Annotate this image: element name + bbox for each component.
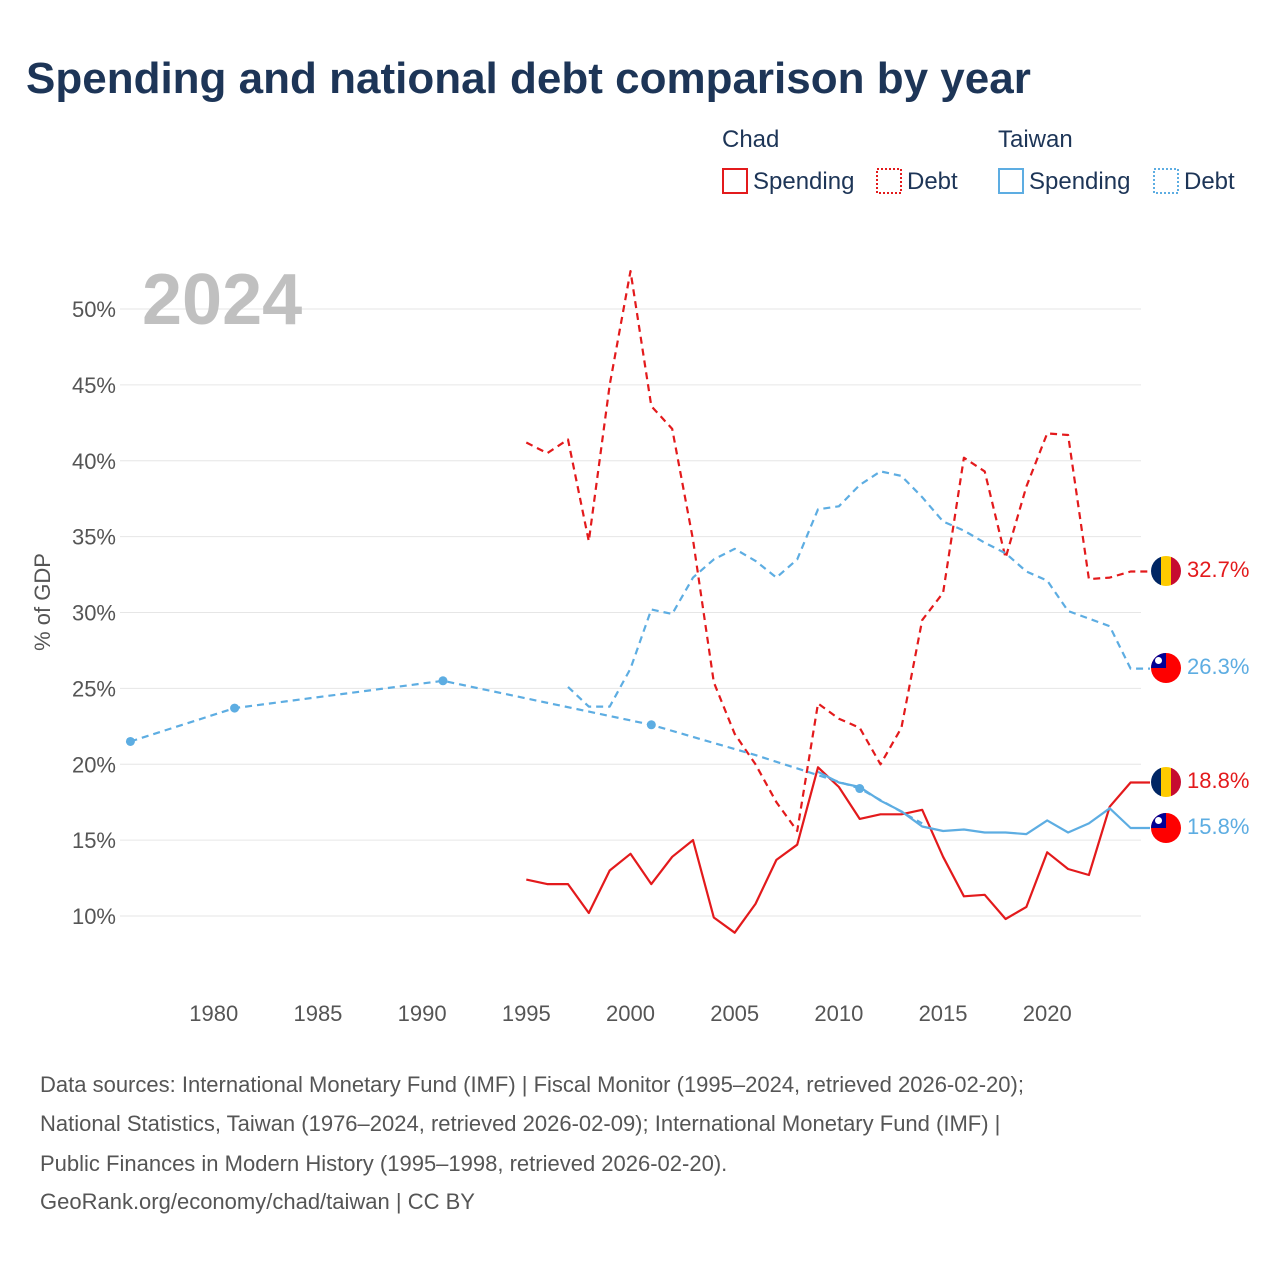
series-lines bbox=[130, 270, 1150, 934]
legend-group-taiwan: Taiwan bbox=[998, 126, 1073, 153]
legend-swatch-taiwan-spending bbox=[998, 168, 1024, 194]
y-tick-label: 15% bbox=[72, 828, 116, 853]
y-tick-label: 35% bbox=[72, 525, 116, 550]
source-line-3: Public Finances in Modern History (1995–… bbox=[40, 1151, 727, 1176]
taiwan-flag-icon-spending bbox=[1151, 813, 1181, 843]
end-label-chad-debt: 32.7% bbox=[1187, 557, 1249, 582]
data-point-marker bbox=[125, 736, 135, 746]
data-point-marker bbox=[438, 676, 448, 686]
y-tick-label: 10% bbox=[72, 904, 116, 929]
chad-flag-icon-spending bbox=[1151, 767, 1181, 797]
legend-group-chad: Chad bbox=[722, 126, 779, 153]
series-line-chad-debt bbox=[525, 270, 1150, 833]
legend-label-chad-spending: Spending bbox=[753, 168, 854, 195]
legend-label-chad-debt: Debt bbox=[907, 168, 958, 195]
legend-label-taiwan-debt: Debt bbox=[1184, 168, 1235, 195]
y-tick-label: 25% bbox=[72, 676, 116, 701]
x-tick-label: 2000 bbox=[606, 1001, 655, 1026]
series-line-taiwan-debt bbox=[567, 470, 1150, 708]
chad-flag-icon-debt bbox=[1151, 556, 1181, 586]
gridlines bbox=[120, 308, 1141, 917]
legend-label-taiwan-spending: Spending bbox=[1029, 168, 1130, 195]
x-tick-label: 1990 bbox=[398, 1001, 447, 1026]
series-line-chad-spending bbox=[526, 766, 1150, 934]
x-axis-ticks: 1980 1985 1990 1995 2000 2005 2010 2015 2020 bbox=[189, 1001, 1071, 1026]
x-tick-label: 1995 bbox=[502, 1001, 551, 1026]
y-tick-label: 30% bbox=[72, 601, 116, 626]
y-tick-label: 20% bbox=[72, 752, 116, 777]
data-point-marker bbox=[230, 703, 240, 713]
data-point-marker bbox=[855, 784, 865, 794]
x-tick-label: 2020 bbox=[1023, 1001, 1072, 1026]
x-tick-label: 2010 bbox=[814, 1001, 863, 1026]
legend: Chad Spending Debt Taiwan Spending Debt bbox=[722, 126, 1235, 195]
end-label-taiwan-spending: 15.8% bbox=[1187, 814, 1249, 839]
y-axis-label: % of GDP bbox=[30, 553, 55, 651]
legend-swatch-chad-spending bbox=[722, 168, 748, 194]
series-markers bbox=[125, 676, 865, 794]
taiwan-flag-icon-debt bbox=[1151, 653, 1181, 683]
x-tick-label: 2005 bbox=[710, 1001, 759, 1026]
chart-title: Spending and national debt comparison by… bbox=[26, 54, 1031, 103]
year-label: 2024 bbox=[142, 260, 302, 340]
source-line-2: National Statistics, Taiwan (1976–2024, … bbox=[40, 1111, 1000, 1136]
data-point-marker bbox=[646, 720, 656, 730]
end-label-taiwan-debt: 26.3% bbox=[1187, 654, 1249, 679]
legend-swatch-taiwan-debt bbox=[1153, 168, 1179, 194]
x-tick-label: 1980 bbox=[189, 1001, 238, 1026]
source-line-1: Data sources: International Monetary Fun… bbox=[40, 1072, 1024, 1097]
x-tick-label: 2015 bbox=[919, 1001, 968, 1026]
series-line-taiwan-spending bbox=[817, 770, 1150, 836]
source-line-4: GeoRank.org/economy/chad/taiwan | CC BY bbox=[40, 1189, 475, 1214]
legend-swatch-chad-debt bbox=[876, 168, 902, 194]
series-line-taiwan-debt-historical bbox=[130, 679, 923, 825]
y-axis-ticks: 10% 15% 20% 25% 30% 35% 40% 45% 50% bbox=[72, 297, 116, 929]
sources: Data sources: International Monetary Fun… bbox=[40, 1072, 1024, 1214]
y-tick-label: 40% bbox=[72, 449, 116, 474]
y-tick-label: 50% bbox=[72, 297, 116, 322]
y-tick-label: 45% bbox=[72, 373, 116, 398]
end-label-chad-spending: 18.8% bbox=[1187, 768, 1249, 793]
x-tick-label: 1985 bbox=[293, 1001, 342, 1026]
